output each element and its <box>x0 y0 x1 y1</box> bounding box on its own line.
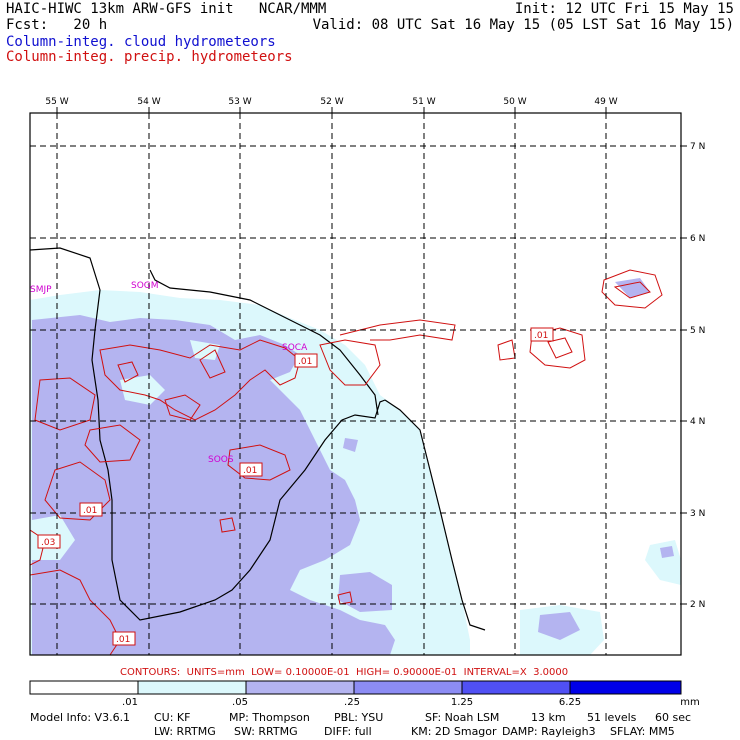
colorbar <box>29 680 682 695</box>
model-info-km: KM: 2D Smagor <box>411 725 497 738</box>
contour-info: CONTOURS: UNITS=mm LOW= 0.10000E-01 HIGH… <box>120 667 569 678</box>
contour-label: .01 <box>243 466 257 476</box>
model-info-sf: SF: Noah LSM <box>425 711 500 724</box>
lon-label: 53 W <box>228 97 251 107</box>
lat-label: 7 N <box>690 142 705 152</box>
model-info-cu: CU: KF <box>154 711 191 724</box>
contour-label: .01 <box>83 506 97 516</box>
model-info-sw: SW: RRTMG <box>234 725 298 738</box>
lat-label: 4 N <box>690 417 705 427</box>
legend-cloud-hydrometeors: Column-integ. cloud hydrometeors <box>6 34 276 50</box>
colorbar-tick: .05 <box>232 697 248 708</box>
model-info-timestep: 60 sec <box>655 711 692 724</box>
lat-label: 3 N <box>690 509 705 519</box>
lon-label: 52 W <box>320 97 343 107</box>
hydrometeor-shading <box>30 278 681 655</box>
contour-label: .03 <box>41 538 55 548</box>
model-info-pbl: PBL: YSU <box>334 711 384 724</box>
colorbar-tick: 6.25 <box>559 697 581 708</box>
legend-precip-hydrometeors: Column-integ. precip. hydrometeors <box>6 49 293 65</box>
lon-label: 50 W <box>503 97 526 107</box>
station-label: SOGM <box>131 281 159 291</box>
valid-time: Valid: 08 UTC Sat 16 May 15 (05 LST Sat … <box>312 17 734 33</box>
model-info-sflay: SFLAY: MM5 <box>610 725 675 738</box>
lat-label: 6 N <box>690 234 705 244</box>
contour-label: .01 <box>116 635 130 645</box>
station-label: SMJP <box>30 285 52 295</box>
precip-contours <box>30 269 663 655</box>
model-info-mp: MP: Thompson <box>229 711 310 724</box>
model-info-levels: 51 levels <box>587 711 637 724</box>
init-time: Init: 12 UTC Fri 15 May 15 <box>514 1 734 17</box>
frame-ticks <box>56 107 687 605</box>
colorbar-tick: .25 <box>344 697 360 708</box>
coastline <box>30 247 486 631</box>
lon-label: 54 W <box>137 97 160 107</box>
forecast-hour: Fcst: 20 h <box>6 17 108 33</box>
map-frame <box>29 112 682 656</box>
model-info-diff: DIFF: full <box>324 725 372 738</box>
lat-label: 5 N <box>690 326 705 336</box>
colorbar-tick: .01 <box>122 697 138 708</box>
model-info-lw: LW: RRTMG <box>154 725 216 738</box>
colorbar-tick: 1.25 <box>451 697 473 708</box>
lat-lon-grid <box>30 113 681 655</box>
station-label: SOOS <box>208 455 234 465</box>
station-label: SOCA <box>282 343 308 353</box>
model-info-version: Model Info: V3.6.1 <box>30 711 131 724</box>
model-info-damp: DAMP: Rayleigh3 <box>502 725 596 738</box>
contour-label: .01 <box>298 357 312 367</box>
lon-label: 51 W <box>412 97 435 107</box>
lon-label: 55 W <box>45 97 68 107</box>
contour-label: .01 <box>534 331 548 341</box>
model-info-resolution: 13 km <box>531 711 566 724</box>
lat-label: 2 N <box>690 600 705 610</box>
lon-label: 49 W <box>594 97 617 107</box>
colorbar-unit: mm <box>680 697 699 708</box>
title-line: HAIC-HIWC 13km ARW-GFS init NCAR/MMM <box>6 1 327 17</box>
